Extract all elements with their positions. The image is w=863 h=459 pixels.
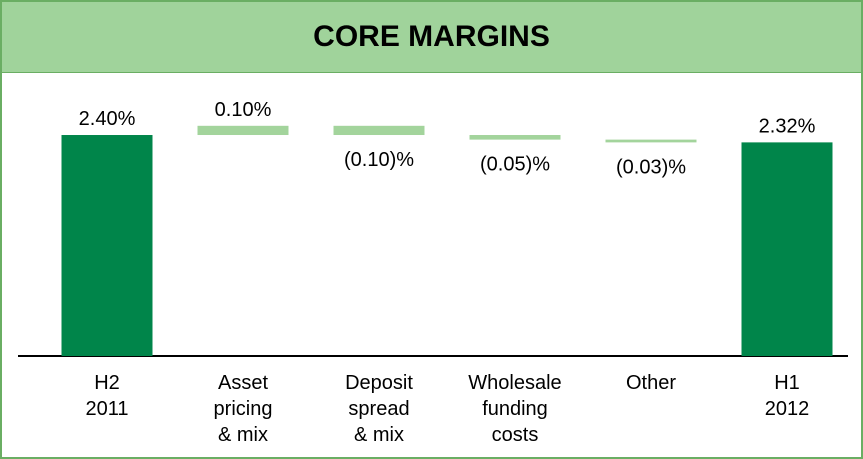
value-label: 0.10% [215, 99, 272, 121]
value-label: 2.40% [79, 108, 136, 130]
x-tick-label: Deposit spread & mix [345, 372, 413, 446]
value-label: 2.32% [759, 115, 816, 137]
x-tick-label: Other [625, 372, 677, 394]
x-tick-label: Asset pricing & mix [213, 372, 273, 446]
total-bar [61, 135, 153, 356]
delta-bar [469, 135, 561, 140]
x-tick-label: H1 2012 [764, 372, 810, 420]
delta-bar [333, 125, 425, 136]
value-label: (0.10)% [344, 149, 414, 171]
value-label: (0.03)% [616, 156, 686, 178]
x-tick-label: H2 2011 [85, 372, 129, 420]
total-bar [741, 142, 833, 356]
title-band [2, 2, 861, 73]
chart-title: CORE MARGINS [313, 20, 550, 53]
delta-bar [197, 125, 289, 136]
x-tick-label: Wholesale funding costs [468, 372, 562, 446]
delta-bar [605, 139, 697, 143]
value-label: (0.05)% [480, 154, 550, 176]
